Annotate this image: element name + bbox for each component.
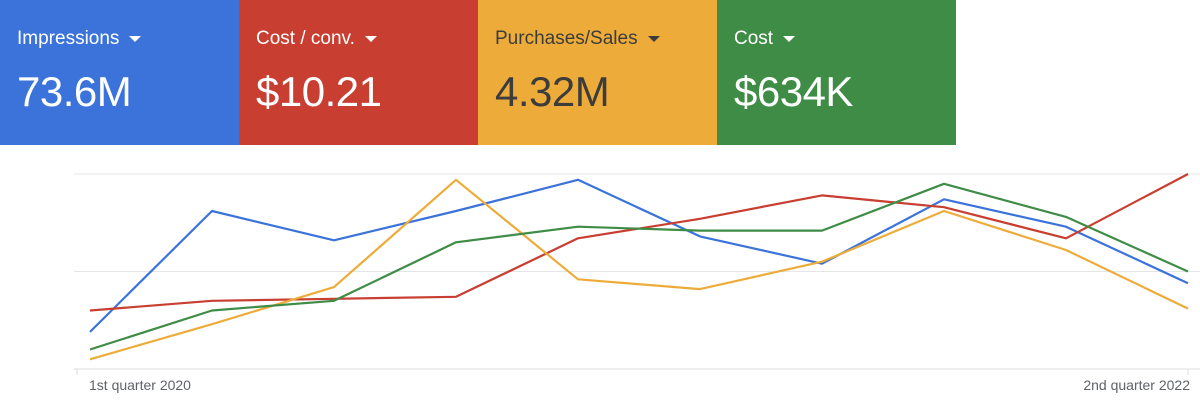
x-tick-label-last: 2nd quarter 2022 bbox=[1083, 377, 1190, 393]
metric-card-purchases-sales[interactable]: Purchases/Sales 4.32M bbox=[478, 0, 717, 145]
chart-svg: 1st quarter 2020 2nd quarter 2022 bbox=[74, 173, 1200, 393]
series-line-cost[interactable] bbox=[89, 182, 1189, 351]
metric-card-value: $10.21 bbox=[256, 68, 382, 115]
metric-card-label: Cost bbox=[734, 28, 774, 49]
metric-card-label: Cost / conv. bbox=[256, 28, 355, 49]
chart-grid bbox=[74, 173, 1200, 375]
metric-card-impressions[interactable]: Impressions 73.6M bbox=[0, 0, 239, 145]
metric-card-value: 4.32M bbox=[495, 68, 610, 115]
metric-card-label: Impressions bbox=[17, 28, 120, 49]
metric-card-label: Purchases/Sales bbox=[495, 28, 638, 49]
dropdown-caret-icon[interactable] bbox=[783, 36, 796, 42]
metric-card-header[interactable]: Cost bbox=[734, 28, 956, 50]
metric-cards: Impressions 73.6M Cost / conv. $10.21 Pu… bbox=[0, 0, 956, 145]
dropdown-caret-icon[interactable] bbox=[364, 36, 377, 42]
x-tick-label-first: 1st quarter 2020 bbox=[89, 377, 191, 393]
metric-card-cost[interactable]: Cost $634K bbox=[717, 0, 956, 145]
metric-card-cost-per-conv[interactable]: Cost / conv. $10.21 bbox=[239, 0, 478, 145]
dropdown-caret-icon[interactable] bbox=[129, 36, 142, 42]
metric-card-header[interactable]: Cost / conv. bbox=[256, 28, 478, 50]
series-line-purchases-sales[interactable] bbox=[89, 178, 1189, 361]
chart-series bbox=[89, 173, 1189, 361]
series-line-impressions[interactable] bbox=[89, 178, 1189, 333]
metric-card-value: $634K bbox=[734, 68, 853, 115]
dropdown-caret-icon[interactable] bbox=[647, 36, 660, 42]
metric-card-value: 73.6M bbox=[17, 68, 132, 115]
series-line-cost-conv[interactable] bbox=[89, 173, 1189, 312]
metric-card-header[interactable]: Purchases/Sales bbox=[495, 28, 717, 50]
performance-line-chart: 1st quarter 2020 2nd quarter 2022 bbox=[0, 150, 1200, 403]
metric-card-header[interactable]: Impressions bbox=[17, 28, 239, 50]
chart-x-axis: 1st quarter 2020 2nd quarter 2022 bbox=[89, 377, 1190, 393]
